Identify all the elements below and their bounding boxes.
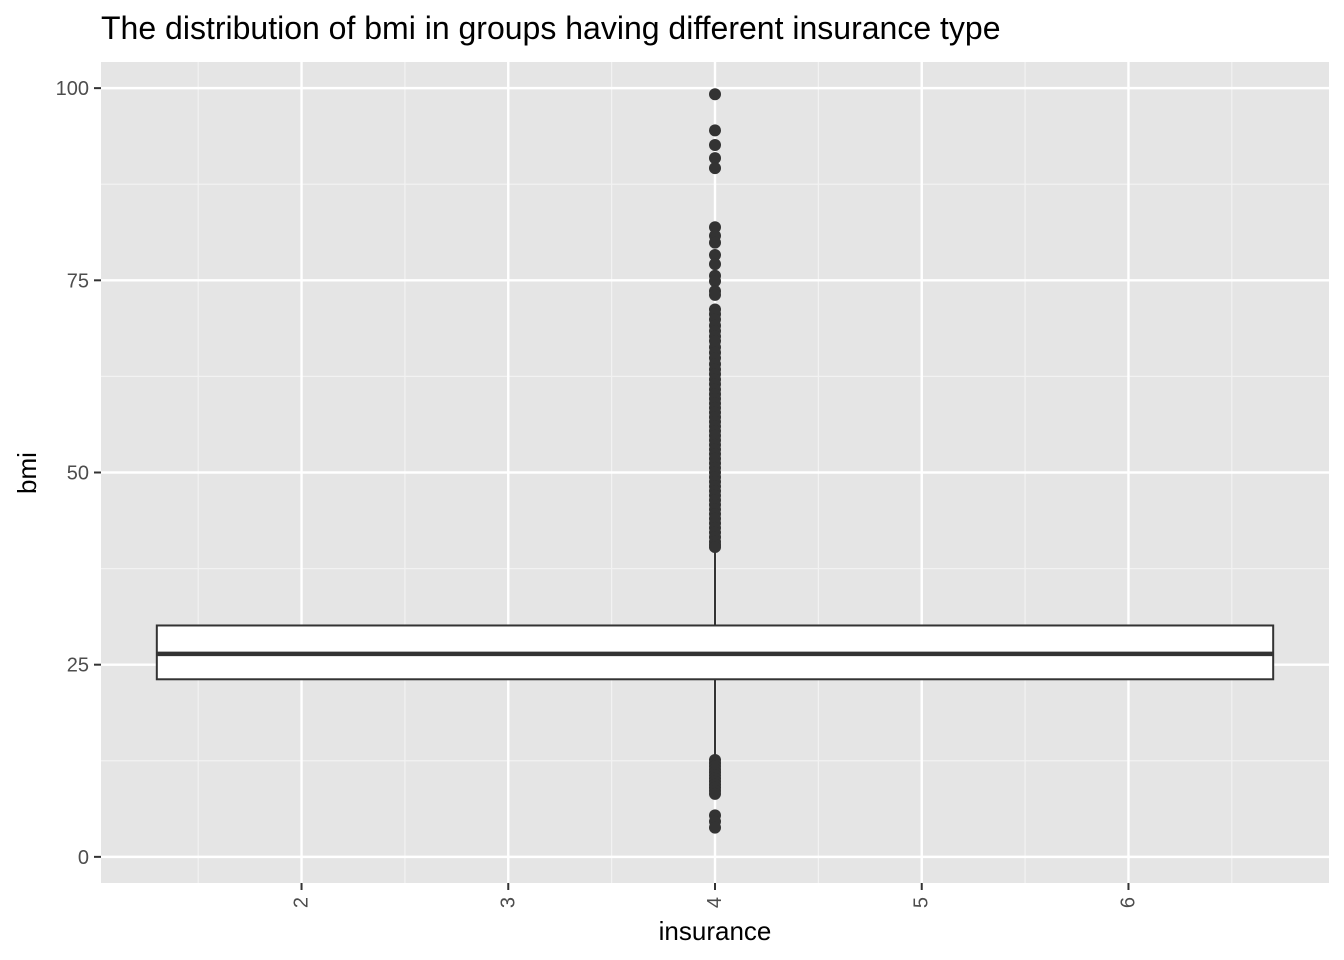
boxplot: [155, 547, 1275, 760]
outlier-point-3: [709, 152, 721, 165]
outlier-point-9: [709, 258, 721, 271]
outlier-points: [709, 88, 721, 834]
y-tick-label-0: 0: [78, 847, 89, 869]
y-tick-label-3: 75: [67, 270, 89, 292]
y-tick-label-2: 50: [67, 463, 89, 485]
x-tick-label-3: 5: [911, 897, 933, 908]
x-axis-title: insurance: [659, 916, 772, 946]
outlier-point-11: [709, 275, 721, 288]
outlier-point-13: [709, 288, 721, 301]
outlier-point-4: [709, 162, 721, 175]
y-tick-label-1: 25: [67, 655, 89, 677]
outlier-point-2: [709, 139, 721, 152]
outlier-point-64: [709, 541, 721, 554]
outlier-point-7: [709, 236, 721, 249]
x-tick-label-2: 4: [704, 897, 726, 908]
y-tick-label-4: 100: [56, 78, 89, 100]
x-tick-label-1: 3: [497, 897, 519, 908]
x-tick-label-4: 6: [1117, 897, 1139, 908]
x-tick-label-0: 2: [291, 897, 313, 908]
outlier-point-0: [709, 88, 721, 101]
y-axis: 0 25 50 75 100: [56, 78, 101, 869]
outlier-point-76: [709, 787, 721, 800]
x-axis: 2 3 4 5 6: [291, 883, 1139, 908]
outlier-point-5: [709, 221, 721, 234]
outlier-point-8: [709, 248, 721, 261]
chart-title: The distribution of bmi in groups having…: [101, 10, 1000, 46]
outlier-point-79: [709, 821, 721, 834]
y-axis-title: bmi: [12, 452, 42, 494]
outlier-point-1: [709, 124, 721, 137]
